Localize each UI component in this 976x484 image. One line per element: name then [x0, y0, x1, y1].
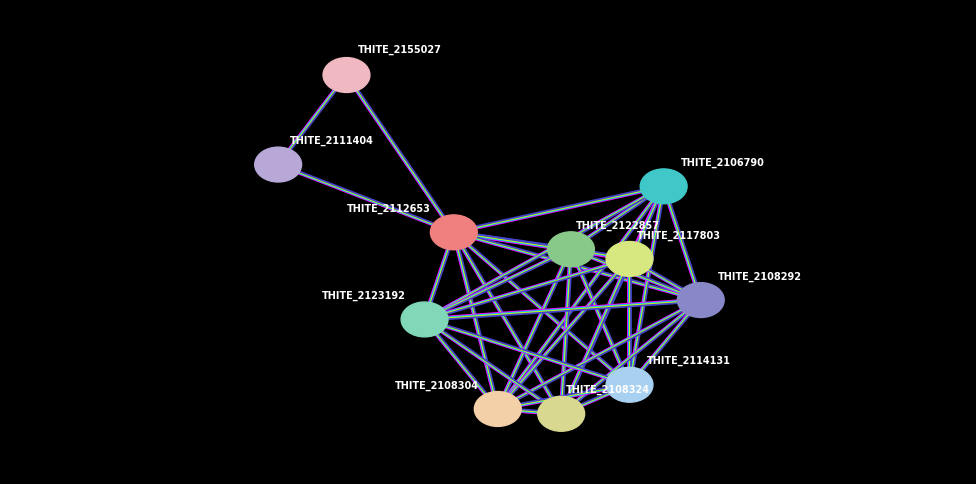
Ellipse shape [401, 302, 448, 337]
Text: THITE_2108292: THITE_2108292 [718, 272, 802, 282]
Text: THITE_2123192: THITE_2123192 [322, 291, 406, 301]
Text: THITE_2111404: THITE_2111404 [290, 136, 374, 146]
Text: THITE_2108304: THITE_2108304 [395, 380, 479, 391]
Text: THITE_2108324: THITE_2108324 [566, 385, 650, 395]
Ellipse shape [548, 232, 594, 267]
Text: THITE_2114131: THITE_2114131 [647, 356, 731, 366]
Text: THITE_2122857: THITE_2122857 [576, 221, 660, 231]
Ellipse shape [323, 58, 370, 92]
Text: THITE_2112653: THITE_2112653 [346, 204, 430, 214]
Ellipse shape [677, 283, 724, 318]
Ellipse shape [640, 169, 687, 204]
Ellipse shape [538, 396, 585, 431]
Ellipse shape [606, 367, 653, 402]
Ellipse shape [606, 242, 653, 276]
Ellipse shape [255, 147, 302, 182]
Ellipse shape [474, 392, 521, 426]
Text: THITE_2106790: THITE_2106790 [681, 158, 765, 168]
Text: THITE_2155027: THITE_2155027 [358, 45, 442, 55]
Text: THITE_2117803: THITE_2117803 [637, 230, 721, 241]
Ellipse shape [430, 215, 477, 250]
